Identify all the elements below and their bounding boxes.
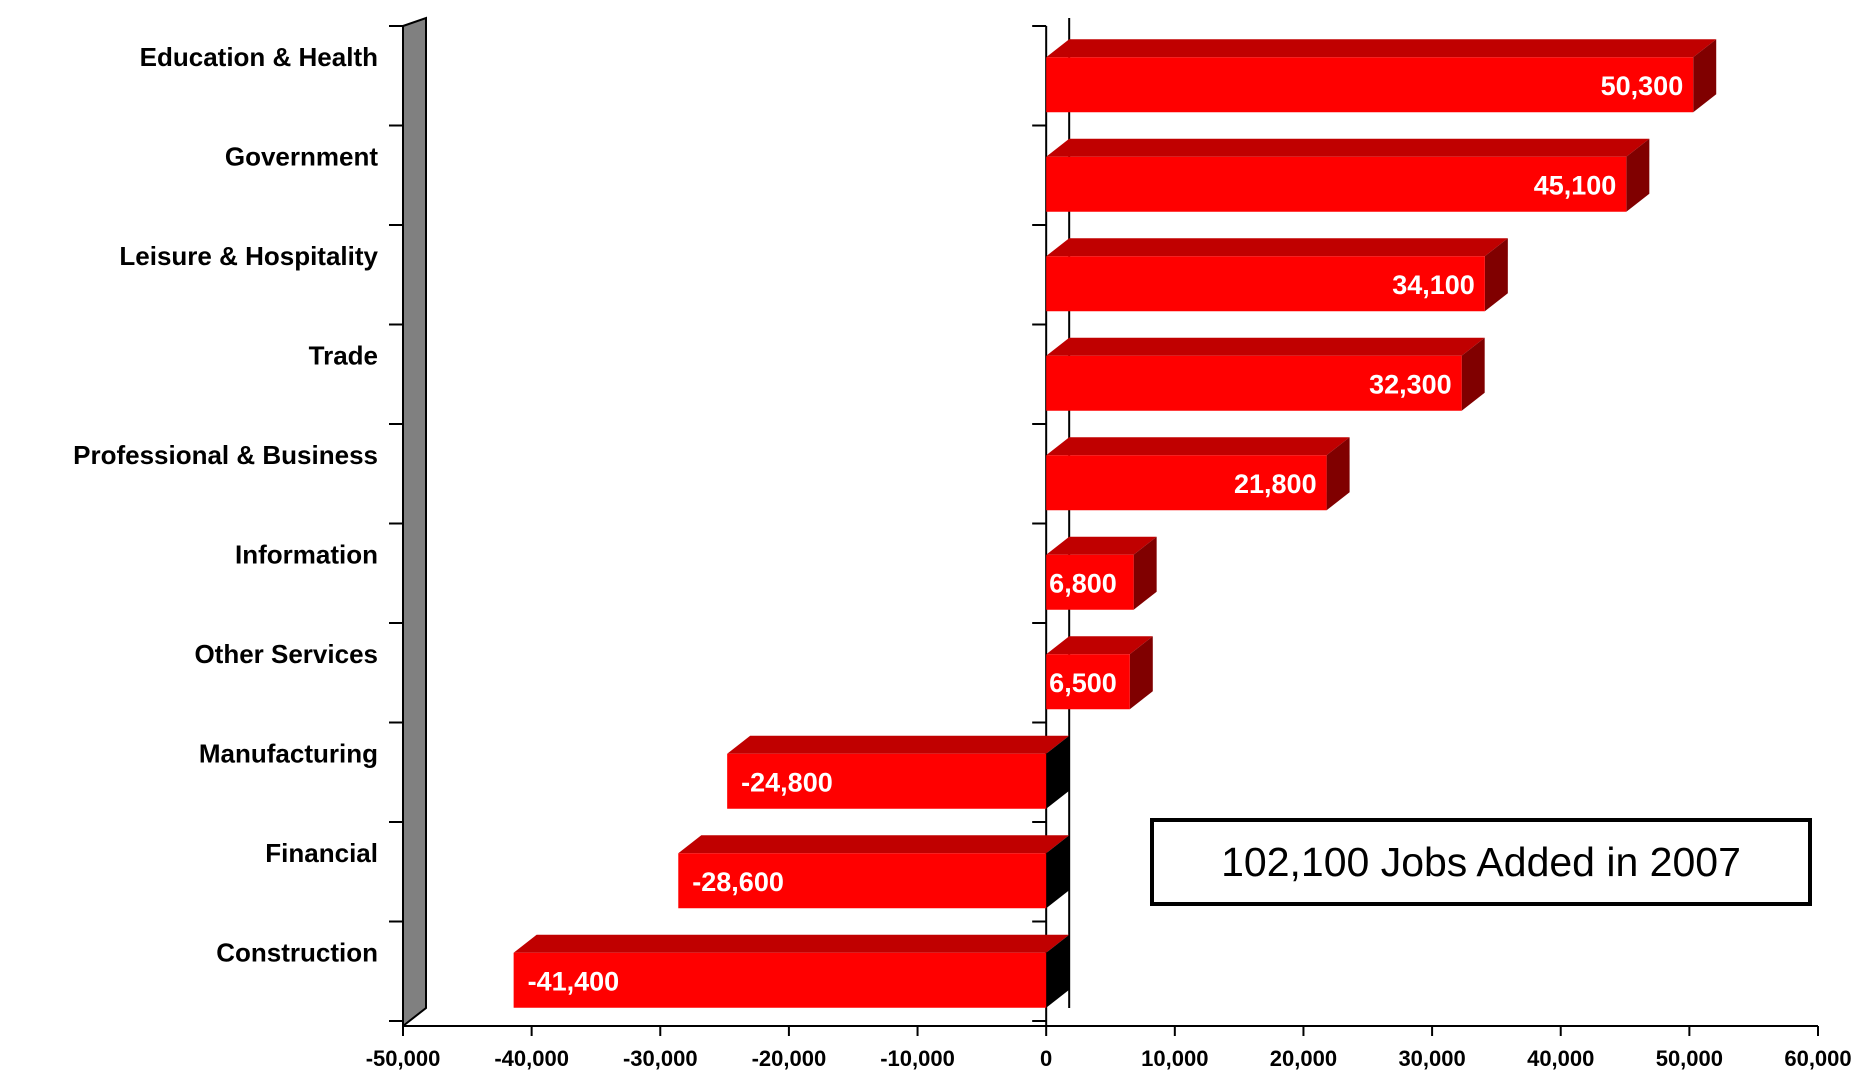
bar-side: [1326, 437, 1350, 511]
bar-side: [1693, 39, 1717, 113]
data-label: -28,600: [692, 867, 784, 897]
bar-top: [1046, 337, 1485, 356]
bar-side: [1046, 735, 1070, 809]
bar-top: [1046, 138, 1650, 157]
labels: -50,000 -40,000 -30,000 -20,000 -10,000 0 10,0…: [73, 42, 1852, 1071]
bar-side: [1461, 337, 1485, 411]
annotation-text: 102,100 Jobs Added in 2007: [1221, 839, 1741, 885]
x-tick-label: 20,000: [1270, 1046, 1337, 1071]
bar-side: [1129, 636, 1153, 710]
bar: [1046, 355, 1462, 411]
data-label: -24,800: [741, 767, 833, 797]
bar: [1046, 455, 1327, 511]
bar-side: [1046, 835, 1070, 909]
category-label: Professional & Business: [73, 440, 378, 470]
bar-top: [678, 835, 1070, 854]
x-tick-label: 60,000: [1784, 1046, 1851, 1071]
category-label: Trade: [309, 340, 378, 370]
x-tick-label: 40,000: [1527, 1046, 1594, 1071]
bar: [727, 753, 1047, 809]
bar-side: [1133, 536, 1157, 610]
data-label: 32,300: [1369, 369, 1452, 399]
bar-top: [727, 735, 1070, 754]
annotation-box: [1150, 818, 1812, 906]
bar: [678, 853, 1047, 909]
x-tick-label: 30,000: [1398, 1046, 1465, 1071]
back-wall: [402, 16, 427, 1029]
bar-top: [1046, 238, 1508, 257]
x-tick-label: -50,000: [366, 1046, 441, 1071]
category-label: Government: [225, 141, 378, 171]
bar-side: [1484, 238, 1508, 312]
bar-side: [1626, 138, 1650, 212]
left-wall: [402, 16, 427, 1029]
x-tick-label: 50,000: [1656, 1046, 1723, 1071]
category-label: Information: [235, 539, 378, 569]
bar: [513, 952, 1047, 1008]
annotation: 102,100 Jobs Added in 2007: [1150, 818, 1812, 906]
category-label: Manufacturing: [199, 738, 378, 768]
data-label: 34,100: [1392, 270, 1475, 300]
data-label: 6,800: [1049, 568, 1117, 598]
category-label: Education & Health: [140, 42, 378, 72]
category-label: Financial: [265, 838, 378, 868]
bar-top: [1046, 437, 1350, 456]
x-tick-label: 0: [1040, 1046, 1052, 1071]
data-label: 50,300: [1601, 71, 1684, 101]
category-label: Leisure & Hospitality: [119, 241, 378, 271]
data-label: 6,500: [1049, 668, 1117, 698]
bar-top: [1046, 39, 1717, 58]
x-tick-label: -20,000: [752, 1046, 827, 1071]
bar: [1046, 256, 1485, 312]
bar: [1046, 156, 1627, 212]
x-tick-label: 10,000: [1141, 1046, 1208, 1071]
x-tick-label: -10,000: [880, 1046, 955, 1071]
x-tick-label: -40,000: [494, 1046, 569, 1071]
bar-top: [1046, 636, 1153, 655]
bar: [1046, 57, 1694, 113]
bar-top: [1046, 536, 1157, 555]
data-label: 21,800: [1234, 469, 1317, 499]
category-label: Other Services: [194, 639, 378, 669]
bar-top: [513, 934, 1070, 953]
bar: [1046, 654, 1130, 710]
data-label: 45,100: [1534, 170, 1617, 200]
bar-side: [1046, 934, 1070, 1008]
bar: [1046, 554, 1134, 610]
bars: [513, 39, 1717, 1008]
data-label: -41,400: [528, 966, 620, 996]
x-tick-label: -30,000: [623, 1046, 698, 1071]
category-label: Construction: [216, 937, 378, 967]
